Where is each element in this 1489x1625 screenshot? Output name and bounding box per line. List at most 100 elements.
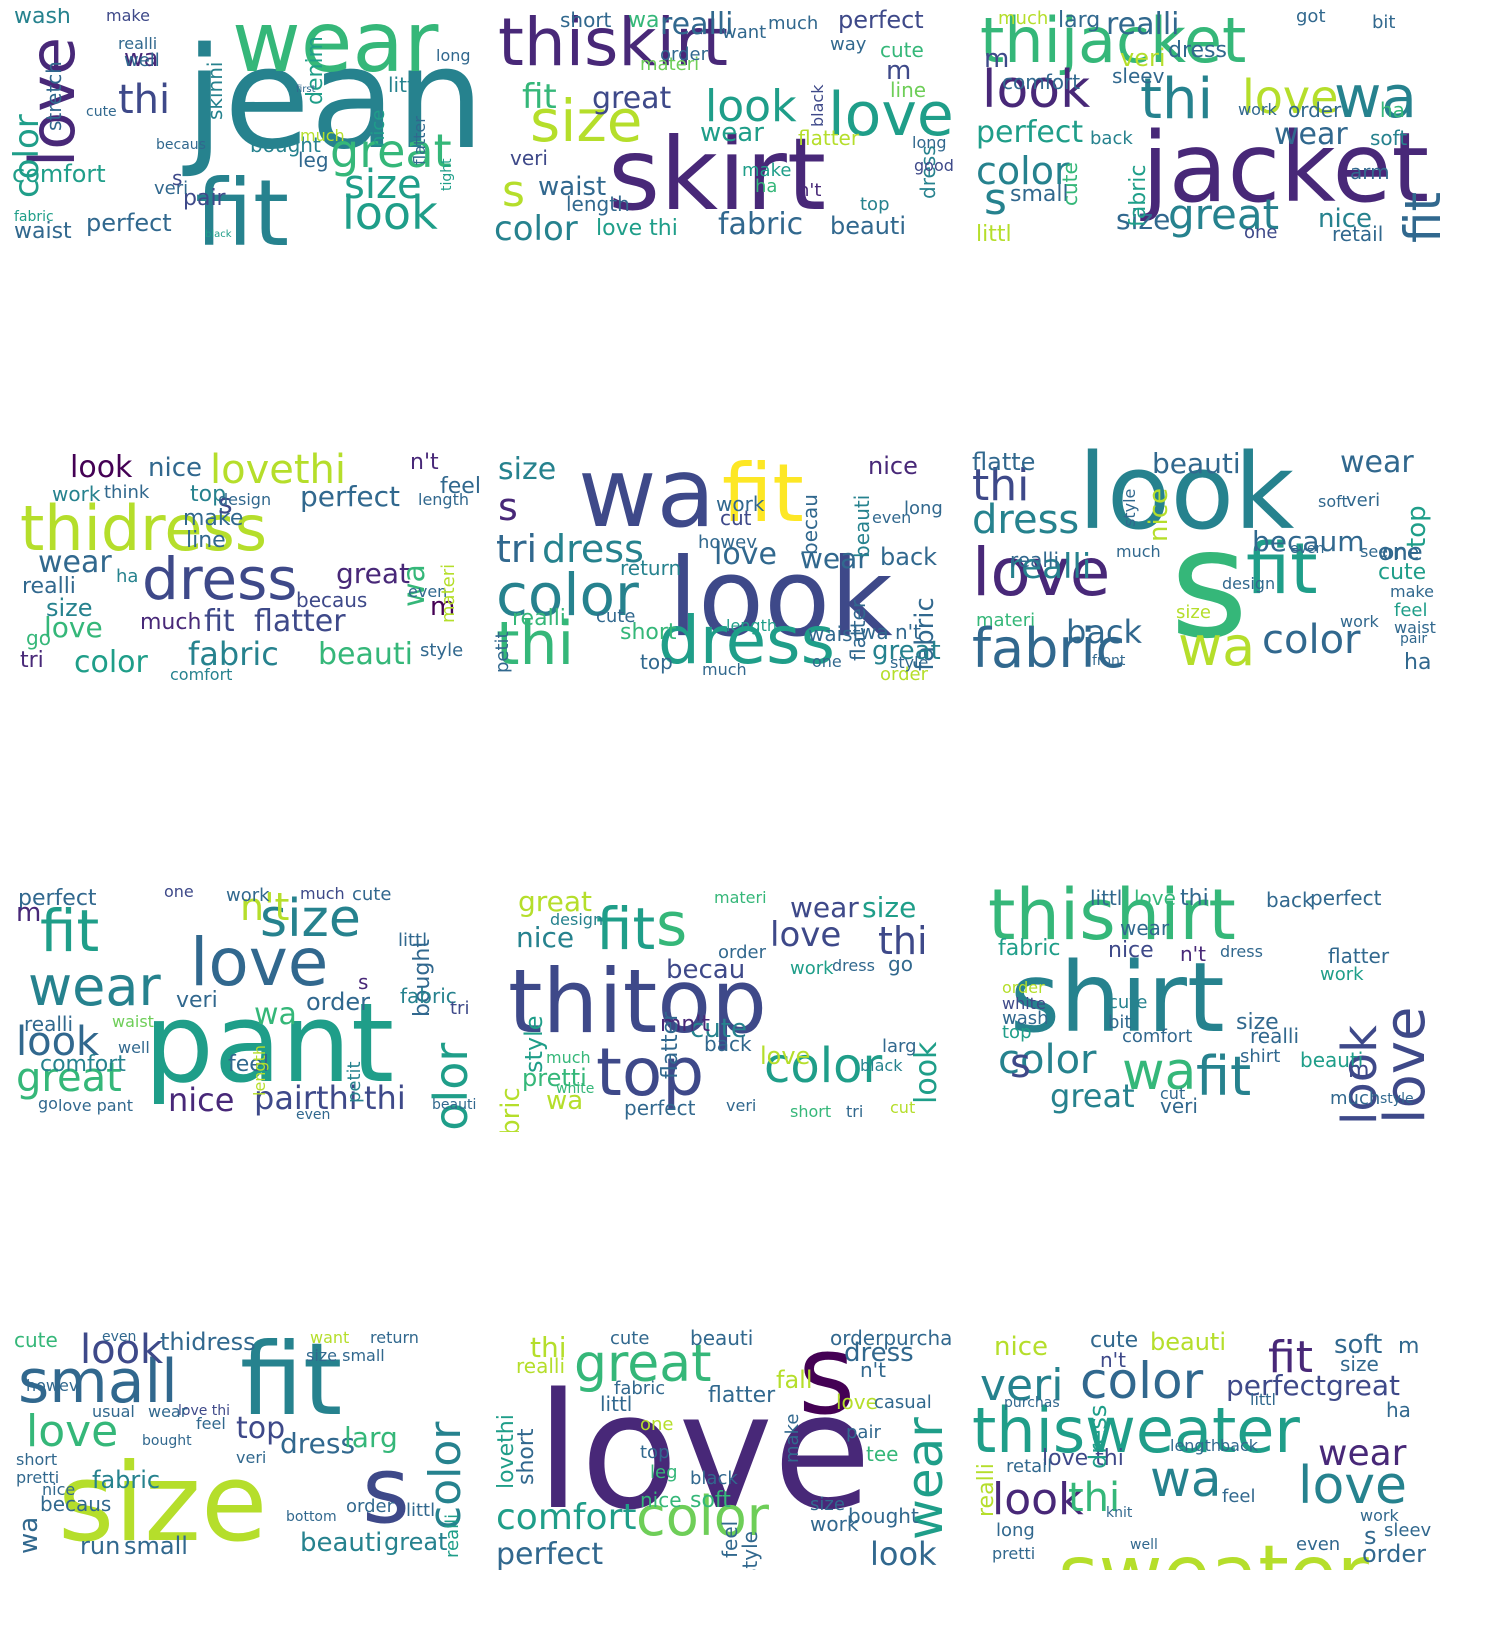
cloud-word: short [514, 1428, 539, 1485]
cloud-word: n't [860, 1358, 887, 1382]
cloud-word: casual [874, 1392, 932, 1413]
cloud-word: much [300, 884, 345, 903]
cloud-word: size [1176, 602, 1211, 623]
cloud-word: jean [185, 18, 484, 181]
cloud-word: nice [1144, 488, 1174, 543]
cloud-word: fit [240, 1322, 343, 1438]
cloud-word: cut [1160, 1084, 1186, 1103]
cloud-word: color [764, 1038, 883, 1094]
cloud-word: make [106, 8, 150, 25]
cloud-word: waist [112, 1012, 154, 1031]
cloud-word: feel [1222, 1486, 1256, 1507]
cloud-word: look [16, 1019, 100, 1065]
cloud-word: s [172, 166, 183, 190]
cloud-word: much [998, 8, 1049, 29]
cloud-word: fit [40, 897, 100, 965]
cloud-word: great [574, 1334, 712, 1394]
cloud-word: n't [1180, 942, 1207, 966]
cloud-word: realli [24, 1012, 74, 1036]
cloud-word: size [1236, 1010, 1279, 1035]
cloud-word: one [1378, 538, 1423, 566]
cloud-word: top [190, 482, 227, 507]
cloud-word: becaus [296, 588, 368, 612]
cloud-word: petit [344, 1061, 365, 1104]
cloud-word: long [904, 498, 943, 519]
cloud-word: small [18, 1347, 178, 1417]
cloud-word: stretch [42, 61, 66, 131]
cloud-word: s [798, 1322, 856, 1439]
cloud-word: much [140, 610, 202, 635]
cloud-word: even [408, 582, 448, 601]
cloud-word: love [1134, 886, 1176, 910]
cloud-word: beauti [432, 1097, 477, 1113]
wordcloud-tops_look: look s fit love fabric wa color thi dress realli b… [970, 446, 1444, 694]
cloud-word: beauti [1300, 1048, 1364, 1072]
cloud-word: order [1002, 978, 1045, 997]
cloud-word: short [560, 8, 612, 32]
cloud-word: long [912, 133, 947, 152]
cloud-word: feel [196, 1414, 226, 1433]
cloud-word: order [880, 664, 928, 685]
cloud-word: fabric [92, 1466, 161, 1494]
cloud-word: look [982, 60, 1091, 120]
cloud-word: s [984, 174, 1007, 225]
cloud-word: order [306, 988, 370, 1016]
cloud-word: tri [496, 527, 538, 571]
cloud-word: white [1002, 994, 1046, 1013]
cloud-word: cute [1090, 1328, 1139, 1353]
cloud-word: much [546, 1048, 591, 1067]
cloud-word: veri [1120, 44, 1166, 72]
cloud-word: great [1050, 1077, 1135, 1115]
cloud-word: go [888, 952, 913, 976]
cloud-word: wa [254, 997, 297, 1032]
cloud-word: top [640, 1442, 670, 1463]
cloud-word: mn't [660, 1012, 711, 1037]
wordcloud-pants: pant love size wear fit look great color nice pai… [10, 884, 484, 1132]
cloud-word: look [80, 1327, 164, 1373]
cloud-word: flatter [658, 1011, 683, 1080]
cloud-word: fit [722, 447, 804, 540]
cloud-word: first [296, 84, 316, 95]
cloud-word: tee [866, 1442, 899, 1466]
cloud-word: design [218, 490, 272, 509]
cloud-word: cute [1058, 162, 1082, 206]
cloud-word: bit [1372, 12, 1396, 33]
cloud-word: comfort [40, 1052, 126, 1077]
cloud-word: one [640, 1414, 674, 1435]
cloud-word: m [1348, 1058, 1370, 1083]
cloud-word: back [1220, 1436, 1259, 1455]
cloud-word: nice [368, 109, 389, 148]
cloud-word: cute [1108, 992, 1148, 1013]
cloud-word: love pant [58, 1096, 134, 1115]
cloud-word: leg [650, 1462, 678, 1483]
cloud-word: realli [22, 574, 76, 599]
cloud-word: nice [1318, 204, 1372, 234]
cloud-word: run [80, 1532, 121, 1560]
cloud-word: flatter [798, 126, 860, 150]
cloud-word: wear [232, 8, 439, 91]
cloud-word: veri [726, 1096, 757, 1115]
cloud-word: work [1360, 1506, 1399, 1525]
cloud-word: n't [798, 180, 822, 201]
cloud-word: think [104, 482, 150, 503]
cloud-word: perfect [624, 1096, 696, 1120]
cloud-word: even [872, 508, 912, 527]
cloud-word: knit [1106, 1505, 1133, 1521]
cloud-word: tri [846, 1102, 864, 1121]
cloud-word: s [656, 890, 688, 960]
cloud-word: ha [116, 566, 139, 587]
cloud-word: wear [800, 542, 869, 575]
cloud-word: size [498, 452, 557, 487]
cloud-word: materi [438, 563, 459, 623]
cloud-word: work [52, 482, 101, 506]
cloud-word: even [296, 1107, 331, 1123]
cloud-word: size [260, 889, 361, 949]
cloud-word: much [300, 126, 345, 145]
cloud-word: well [118, 1038, 150, 1057]
cloud-word: thidress [160, 1328, 256, 1356]
cloud-word: nice [42, 1480, 76, 1499]
cloud-word: design [1222, 574, 1276, 593]
cloud-word: realli [1250, 1024, 1300, 1048]
cloud-word: great [384, 1528, 448, 1556]
cloud-word: see [1360, 542, 1389, 561]
